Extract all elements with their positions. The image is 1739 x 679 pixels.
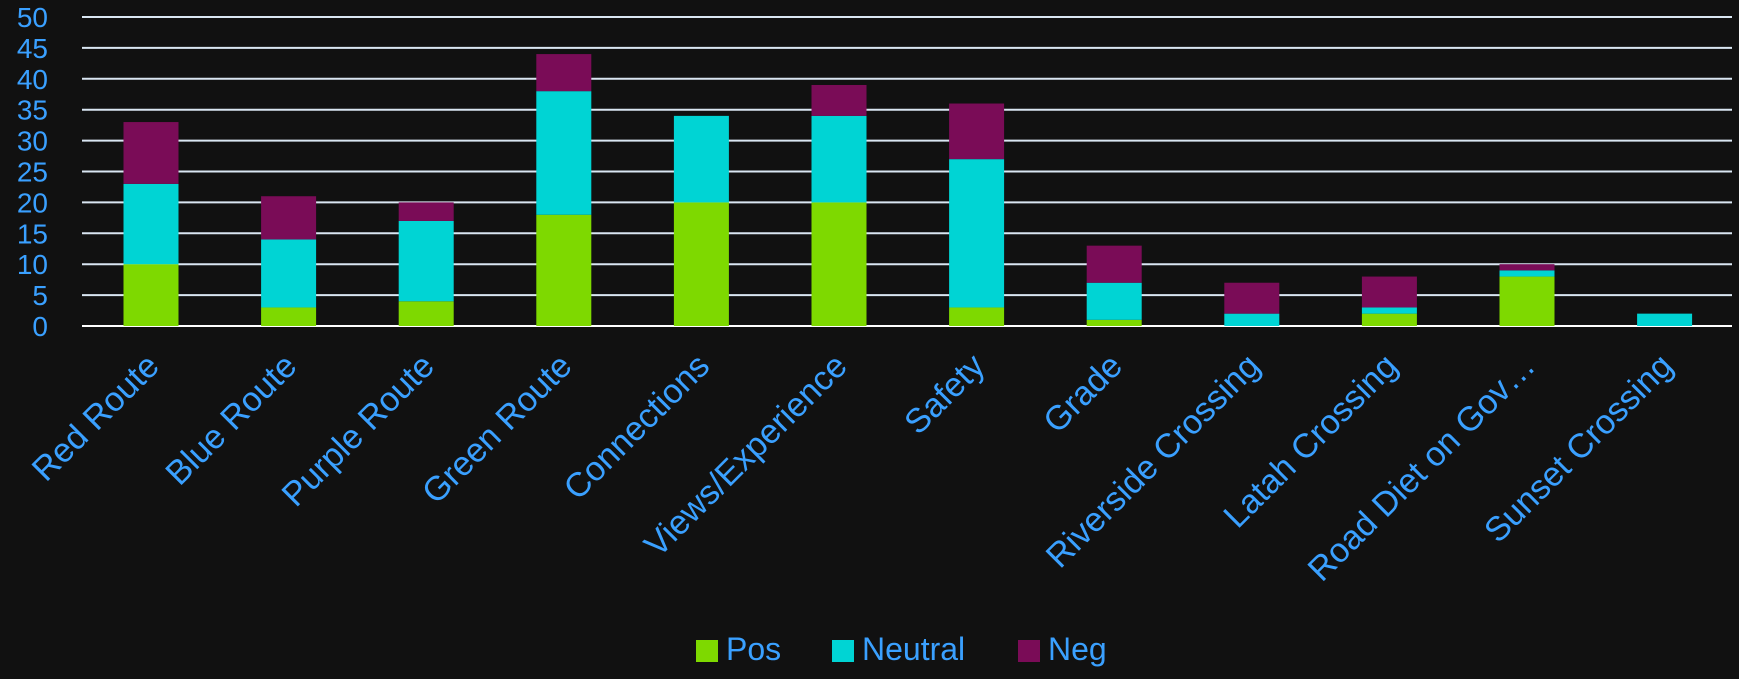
bar-segment-neutral xyxy=(261,239,317,308)
bar-segment-neg xyxy=(1361,276,1417,308)
bar-segment-neg xyxy=(1224,282,1280,314)
bars-layer xyxy=(123,54,1693,326)
y-tick-label: 15 xyxy=(17,218,48,249)
bar-segment-neutral xyxy=(811,115,867,203)
bar-segment-neutral xyxy=(1361,307,1417,314)
y-tick-label: 20 xyxy=(17,187,48,218)
y-tick-label: 40 xyxy=(17,64,48,95)
legend-label: Neutral xyxy=(862,631,965,667)
bar-segment-neg xyxy=(398,202,454,221)
bar-segment-neutral xyxy=(1499,270,1555,277)
legend-swatch xyxy=(1018,640,1040,662)
y-tick-label: 50 xyxy=(17,2,48,33)
x-tick-label: Grade xyxy=(1036,347,1130,441)
bar-segment-neutral xyxy=(1086,282,1142,320)
y-tick-label: 0 xyxy=(32,311,48,342)
bar-segment-pos xyxy=(949,307,1005,326)
legend: Pos Neutral Neg xyxy=(696,631,1107,667)
y-tick-label: 5 xyxy=(32,280,48,311)
grid-layer xyxy=(82,16,1732,327)
bar-segment-pos xyxy=(1499,276,1555,326)
bar-segment-pos xyxy=(123,264,179,326)
legend-item-pos: Pos xyxy=(696,631,781,667)
bar-segment-neutral xyxy=(1637,313,1693,326)
bar-segment-neg xyxy=(123,122,179,184)
bar-segment-neg xyxy=(536,54,592,92)
legend-swatch xyxy=(696,640,718,662)
bar-segment-neutral xyxy=(673,115,729,203)
bar-segment-pos xyxy=(398,301,454,326)
bar-segment-pos xyxy=(1361,313,1417,326)
bar-segment-neg xyxy=(1086,245,1142,283)
bar-segment-neg xyxy=(949,103,1005,160)
legend-item-neg: Neg xyxy=(1018,631,1107,667)
legend-item-neutral: Neutral xyxy=(832,631,965,667)
bar-segment-pos xyxy=(811,202,867,326)
y-tick-label: 10 xyxy=(17,249,48,280)
bar-segment-neutral xyxy=(1224,313,1280,326)
x-tick-label: Safety xyxy=(897,347,992,442)
legend-label: Pos xyxy=(726,631,781,667)
bar-segment-neutral xyxy=(123,183,179,265)
legend-swatch xyxy=(832,640,854,662)
y-tick-label: 25 xyxy=(17,157,48,188)
x-tick-label: Red Route xyxy=(25,347,167,489)
legend-label: Neg xyxy=(1048,631,1107,667)
bar-segment-neutral xyxy=(536,91,592,215)
bar-segment-neutral xyxy=(398,220,454,302)
x-tick-label: Blue Route xyxy=(158,347,304,493)
bar-segment-pos xyxy=(673,202,729,326)
bar-segment-neg xyxy=(1499,264,1555,271)
x-tick-label: Road Diet on Gov… xyxy=(1301,347,1543,589)
bar-segment-pos xyxy=(1086,319,1142,326)
y-tick-label: 35 xyxy=(17,95,48,126)
bar-segment-neg xyxy=(261,196,317,240)
bar-segment-pos xyxy=(536,214,592,326)
bar-segment-pos xyxy=(261,307,317,326)
y-tick-label: 30 xyxy=(17,126,48,157)
y-tick-label: 45 xyxy=(17,33,48,64)
bar-segment-neutral xyxy=(949,159,1005,308)
bar-segment-neg xyxy=(811,84,867,116)
